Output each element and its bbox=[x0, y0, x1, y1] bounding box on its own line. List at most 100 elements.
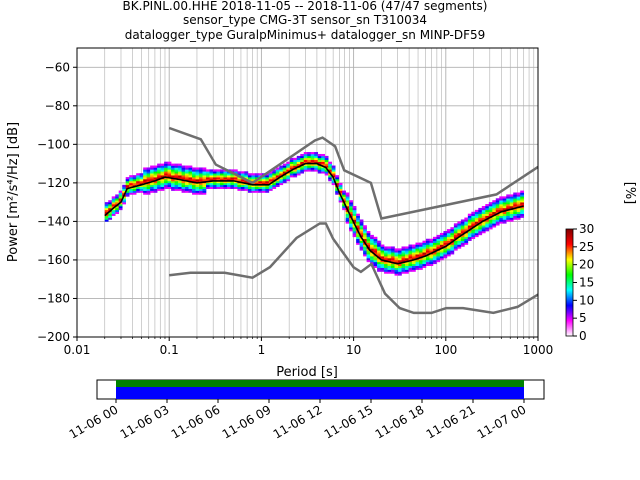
heatmap-cell bbox=[425, 258, 430, 261]
heatmap-cell bbox=[492, 200, 497, 203]
y-tick-label: −100 bbox=[37, 137, 70, 151]
heatmap-cell bbox=[398, 252, 402, 255]
heatmap-cell bbox=[366, 252, 371, 255]
heatmap-cell bbox=[192, 179, 196, 182]
heatmap-cell bbox=[460, 242, 465, 245]
heatmap-cell bbox=[303, 163, 308, 166]
heatmap-cell bbox=[188, 188, 193, 191]
heatmap-cell bbox=[181, 190, 186, 193]
heatmap-cell bbox=[363, 238, 367, 241]
heatmap-cell bbox=[331, 165, 336, 168]
heatmap-cell bbox=[342, 207, 346, 211]
heatmap-cell bbox=[310, 161, 315, 164]
heatmap-cell bbox=[485, 219, 490, 222]
heatmap-cell bbox=[321, 155, 326, 159]
heatmap-cell bbox=[233, 175, 238, 178]
heatmap-cell bbox=[356, 223, 360, 226]
heatmap-cell bbox=[181, 186, 186, 189]
heatmap-cell bbox=[453, 223, 458, 226]
heatmap-cell bbox=[219, 169, 224, 172]
heatmap-cell bbox=[457, 227, 462, 230]
heatmap-cell bbox=[474, 234, 479, 238]
heatmap-cell bbox=[411, 261, 416, 265]
heatmap-cell bbox=[520, 200, 525, 203]
heatmap-cell bbox=[160, 167, 165, 170]
heatmap-cell bbox=[391, 271, 395, 274]
heatmap-cell bbox=[345, 204, 350, 207]
heatmap-cell bbox=[418, 246, 423, 249]
heatmap-cell bbox=[335, 190, 339, 193]
heatmap-cell bbox=[432, 258, 437, 261]
heatmap-cell bbox=[307, 155, 312, 159]
heatmap-cell bbox=[185, 171, 189, 174]
heatmap-cell bbox=[366, 242, 371, 245]
heatmap-cell bbox=[268, 186, 273, 189]
heatmap-cell bbox=[244, 188, 249, 191]
heatmap-cell bbox=[429, 263, 434, 267]
heatmap-cell bbox=[377, 258, 381, 261]
heatmap-cell bbox=[520, 198, 525, 201]
heatmap-cell bbox=[509, 209, 514, 213]
heatmap-cell bbox=[129, 180, 133, 184]
heatmap-cell bbox=[359, 229, 364, 232]
heatmap-cell bbox=[443, 244, 448, 247]
heatmap-cell bbox=[307, 161, 312, 164]
title-line-2: sensor_type CMG-3T sensor_sn T310034 bbox=[183, 13, 427, 27]
heatmap-cell bbox=[425, 244, 430, 247]
heatmap-cell bbox=[499, 215, 504, 218]
heatmap-cell bbox=[520, 211, 525, 214]
heatmap-cell bbox=[122, 184, 127, 188]
heatmap-cell bbox=[115, 211, 120, 214]
heatmap-cell bbox=[167, 175, 172, 178]
heatmap-cell bbox=[359, 234, 364, 238]
heatmap-cell bbox=[474, 225, 479, 228]
y-tick-label: −160 bbox=[37, 253, 70, 267]
heatmap-cell bbox=[450, 231, 455, 234]
heatmap-cell bbox=[377, 248, 381, 251]
heatmap-cell bbox=[499, 217, 504, 220]
heatmap-cell bbox=[380, 246, 385, 249]
heatmap-cell bbox=[300, 167, 305, 170]
heatmap-cell bbox=[446, 236, 451, 240]
heatmap-cell bbox=[478, 219, 483, 222]
heatmap-cell bbox=[516, 213, 521, 216]
heatmap-cell bbox=[467, 238, 472, 241]
heatmap-cell bbox=[328, 167, 332, 170]
heatmap-cell bbox=[216, 180, 221, 184]
heatmap-cell bbox=[387, 250, 392, 253]
heatmap-cell bbox=[289, 171, 294, 174]
heatmap-cell bbox=[185, 179, 189, 182]
colorbar-tick-label: 20 bbox=[579, 258, 594, 272]
heatmap-cell bbox=[303, 159, 308, 162]
heatmap-cell bbox=[429, 238, 434, 241]
heatmap-cell bbox=[513, 196, 518, 199]
heatmap-cell bbox=[275, 182, 280, 186]
heatmap-cell bbox=[485, 223, 490, 226]
heatmap-cell bbox=[146, 179, 151, 182]
heatmap-cell bbox=[129, 188, 133, 191]
heatmap-cell bbox=[363, 225, 367, 228]
heatmap-cell bbox=[370, 258, 374, 261]
heatmap-cell bbox=[391, 248, 395, 251]
heatmap-cell bbox=[206, 169, 210, 172]
heatmap-cell bbox=[415, 254, 420, 257]
heatmap-cell bbox=[349, 200, 353, 203]
heatmap-cell bbox=[192, 188, 196, 191]
heatmap-cell bbox=[289, 167, 294, 170]
heatmap-cell bbox=[457, 246, 462, 249]
heatmap-cell bbox=[146, 173, 151, 176]
heatmap-cell bbox=[439, 244, 444, 247]
heatmap-cell bbox=[356, 234, 360, 238]
heatmap-cell bbox=[338, 184, 343, 188]
heatmap-cell bbox=[139, 173, 144, 176]
heatmap-cell bbox=[279, 171, 284, 174]
heatmap-cell bbox=[481, 213, 486, 216]
heatmap-cell bbox=[247, 188, 252, 191]
heatmap-cell bbox=[513, 205, 518, 209]
heatmap-cell bbox=[237, 188, 242, 191]
heatmap-cell bbox=[411, 246, 416, 249]
heatmap-cell bbox=[509, 204, 514, 207]
heatmap-cell bbox=[408, 252, 413, 255]
heatmap-cell bbox=[279, 173, 284, 176]
